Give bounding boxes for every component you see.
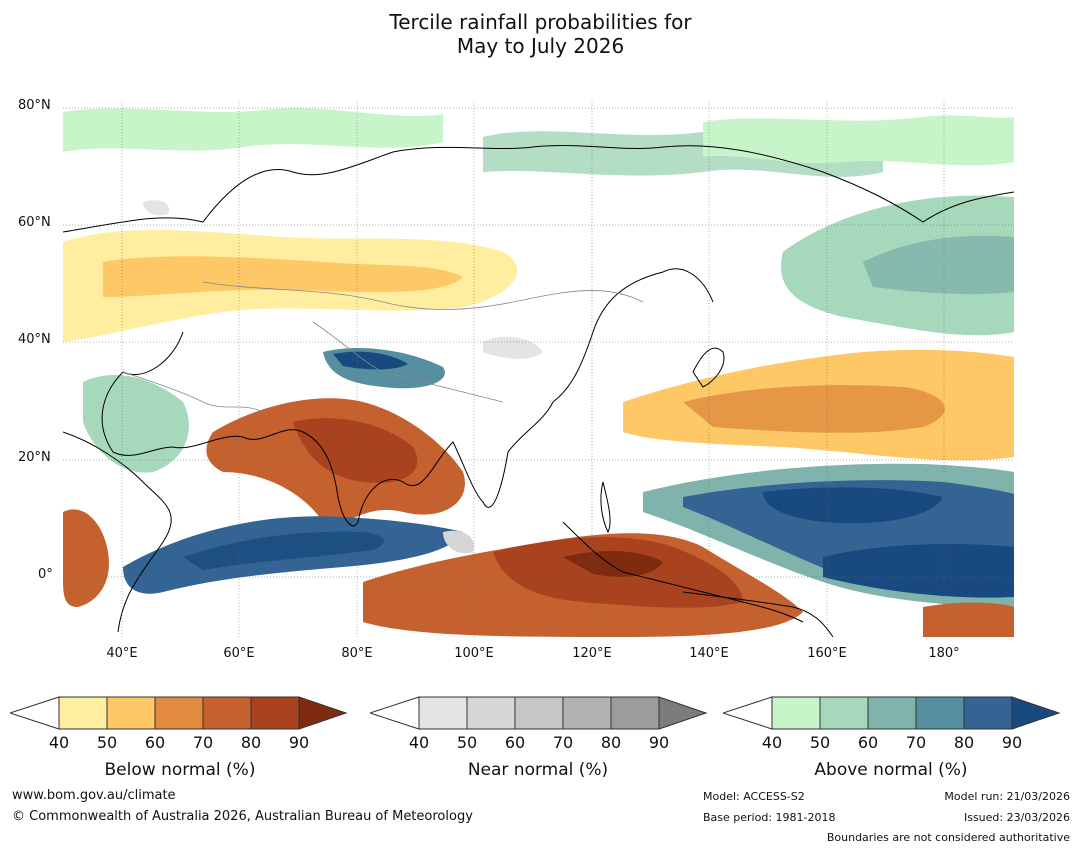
colorbar-above-tick-90: 90 <box>1001 733 1023 752</box>
region-above-north-pacific-core <box>863 235 1014 295</box>
graticule <box>63 102 1014 637</box>
colorbar-near-swatch-2 <box>466 696 516 730</box>
colorbar-above-tick-40: 40 <box>761 733 783 752</box>
colorbar-near-swatch-4 <box>562 696 612 730</box>
lon-label-180: 180° <box>928 646 960 661</box>
lat-label-0: 0° <box>38 567 53 582</box>
title-line-2: May to July 2026 <box>456 34 625 58</box>
colorbar-below-swatch-4 <box>202 696 252 730</box>
colorbar-below-tick-60: 60 <box>144 733 166 752</box>
colorbar-below-low-arrow <box>10 696 60 730</box>
colorbar-below <box>10 696 348 730</box>
colorbar-below-swatch-2 <box>106 696 156 730</box>
lon-label-140e: 140°E <box>689 646 729 661</box>
region-above-arctic-west <box>63 108 443 152</box>
map-canvas <box>63 102 1014 637</box>
lat-label-80n: 80°N <box>18 98 51 113</box>
region-below-southwest-pacific <box>923 602 1014 637</box>
colorbar-near-swatch-3 <box>514 696 564 730</box>
colorbar-near-tick-50: 50 <box>456 733 478 752</box>
colorbar-above <box>723 696 1061 730</box>
country-borders <box>122 281 644 413</box>
colorbar-near-swatch-1 <box>418 696 468 730</box>
boundaries-disclaimer: Boundaries are not considered authoritat… <box>826 831 1070 844</box>
region-below-east-africa <box>63 509 109 607</box>
colorbar-above-low-arrow <box>723 696 773 730</box>
coastlines <box>63 145 1014 637</box>
lon-label-40e: 40°E <box>106 646 138 661</box>
colorbar-near-tick-80: 80 <box>600 733 622 752</box>
colorbar-below-high-arrow <box>298 696 348 730</box>
copyright-text: © Commonwealth of Australia 2026, Austra… <box>12 809 473 824</box>
region-below-west-pacific-core <box>683 385 945 433</box>
lon-label-160e: 160°E <box>807 646 847 661</box>
title-line-1: Tercile rainfall probabilities for <box>389 10 692 34</box>
colorbar-below-tick-70: 70 <box>192 733 214 752</box>
colorbar-near-tick-70: 70 <box>552 733 574 752</box>
colorbar-above-tick-80: 80 <box>953 733 975 752</box>
region-below-india-core <box>293 418 418 483</box>
lat-label-20n: 20°N <box>18 450 51 465</box>
region-near-russia <box>143 200 169 216</box>
issued-date: Issued: 23/03/2026 <box>963 811 1070 824</box>
region-below-maritime-peak <box>563 550 663 577</box>
colorbar-above-tick-60: 60 <box>857 733 879 752</box>
colorbar-near-tick-90: 90 <box>648 733 670 752</box>
colorbar-above-swatch-3 <box>867 696 917 730</box>
colorbar-near-high-arrow <box>658 696 708 730</box>
colorbar-near <box>370 696 708 730</box>
region-below-central-asia-core <box>103 256 463 297</box>
region-above-pacific-core-south <box>823 544 1014 598</box>
colorbar-below-swatch-1 <box>58 696 108 730</box>
colorbar-above-swatch-1 <box>771 696 821 730</box>
region-above-indian-ocean-core <box>183 531 384 570</box>
lat-label-60n: 60°N <box>18 215 51 230</box>
colorbar-near-low-arrow <box>370 696 420 730</box>
lon-label-60e: 60°E <box>223 646 255 661</box>
colorbar-above-swatch-5 <box>963 696 1013 730</box>
colorbar-above-tick-50: 50 <box>809 733 831 752</box>
region-above-tibet-core <box>333 351 408 370</box>
model-name: Model: ACCESS-S2 <box>703 790 805 803</box>
colorbar-below-swatch-5 <box>250 696 300 730</box>
colorbar-above-high-arrow <box>1011 696 1061 730</box>
colorbar-near-title: Near normal (%) <box>467 760 609 780</box>
colorbar-near-swatch-5 <box>610 696 660 730</box>
colorbar-below-tick-40: 40 <box>48 733 70 752</box>
probability-map <box>63 102 1014 637</box>
colorbar-below-swatch-3 <box>154 696 204 730</box>
colorbar-near-tick-40: 40 <box>408 733 430 752</box>
colorbar-above-swatch-4 <box>915 696 965 730</box>
colorbar-below-tick-50: 50 <box>96 733 118 752</box>
base-period: Base period: 1981-2018 <box>703 811 836 824</box>
lat-label-40n: 40°N <box>18 332 51 347</box>
colorbar-below-tick-80: 80 <box>240 733 262 752</box>
lon-label-120e: 120°E <box>572 646 612 661</box>
map-title: Tercile rainfall probabilities for May t… <box>0 10 1081 58</box>
colorbar-below-title: Below normal (%) <box>104 760 256 780</box>
colorbar-above-title: Above normal (%) <box>814 760 968 780</box>
region-near-indochina <box>443 530 474 554</box>
colorbar-below-tick-90: 90 <box>288 733 310 752</box>
colorbar-near-tick-60: 60 <box>504 733 526 752</box>
model-run-date: Model run: 21/03/2026 <box>944 790 1070 803</box>
lon-label-100e: 100°E <box>454 646 494 661</box>
colorbar-above-swatch-2 <box>819 696 869 730</box>
lon-label-80e: 80°E <box>341 646 373 661</box>
region-near-china <box>483 336 543 359</box>
region-above-pacific-core-north <box>763 487 943 524</box>
website-link[interactable]: www.bom.gov.au/climate <box>12 788 176 803</box>
region-above-arctic-east <box>703 115 1014 166</box>
colorbar-above-tick-70: 70 <box>905 733 927 752</box>
